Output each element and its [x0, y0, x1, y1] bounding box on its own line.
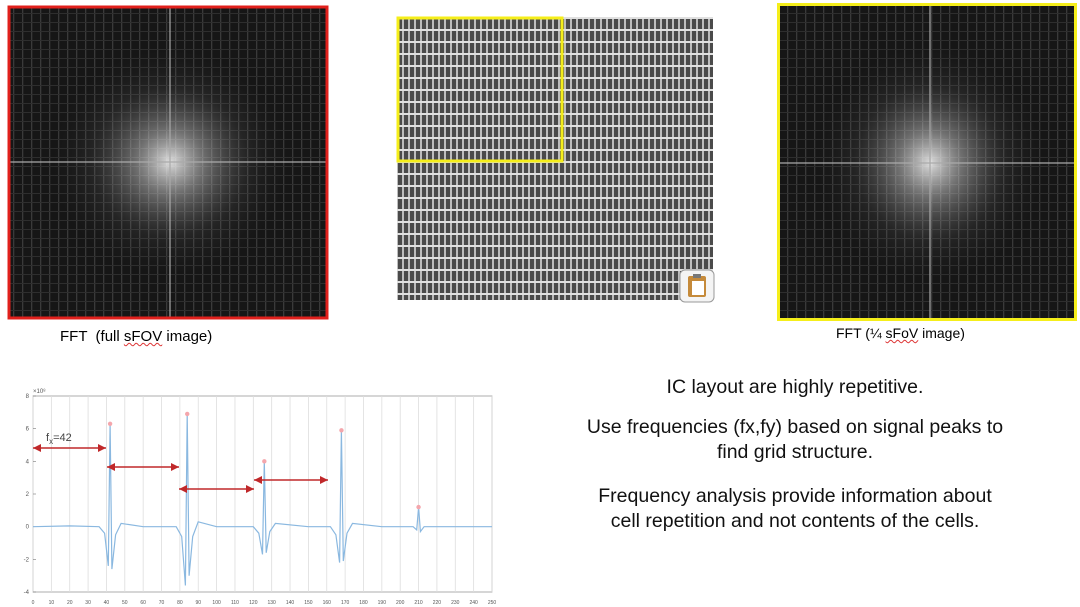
x-tick-label: 10 [49, 600, 55, 606]
period-arrows [33, 444, 328, 493]
annotation-part: =42 [53, 432, 72, 444]
y-multiplier: ×10⁸ [33, 388, 46, 395]
annotation-part: x [49, 437, 53, 446]
paragraph: Use frequencies (fx,fy) based on signal … [560, 415, 1030, 465]
ic-layout-image [396, 16, 715, 303]
y-tick-label: 2 [26, 492, 30, 498]
x-tick-label: 60 [140, 600, 146, 606]
x-tick-label: 80 [177, 600, 183, 606]
caption-text: FFT (full [60, 328, 124, 345]
fft-full-image [7, 5, 329, 320]
peak-marker [262, 459, 267, 464]
x-tick-label: 40 [104, 600, 110, 606]
peak-marker [107, 421, 113, 426]
x-tick-label: 100 [212, 600, 221, 606]
annotation: fx=42 [46, 432, 72, 446]
clipboard-icon [679, 269, 715, 303]
peak-marker [416, 504, 421, 510]
frequency-chart: 0 10 20 30 40 50 60 70 80 90 100 110 120 130 140 150 160… [24, 388, 497, 606]
x-tick-label: 250 [488, 600, 497, 606]
caption-text: sFOV [123, 328, 163, 345]
x-tick-label: 30 [85, 600, 91, 606]
x-tick-label: 110 [231, 600, 239, 606]
paragraph: Frequency analysis provide information a… [560, 484, 1030, 534]
peak-marker [339, 428, 344, 433]
x-tick-label: 200 [396, 600, 405, 606]
signal-line [32, 413, 492, 586]
annotation-part: f [46, 432, 50, 444]
x-tick-label: 140 [286, 600, 295, 606]
y-tick-label: -4 [24, 590, 30, 596]
x-tick-label: 190 [378, 600, 387, 606]
x-tick-label: 90 [195, 600, 201, 606]
y-tick-label: 4 [26, 459, 30, 465]
peak-marker [185, 411, 190, 417]
x-tick-label: 220 [433, 600, 442, 606]
caption-text: image) [918, 325, 965, 341]
fft-quarter-image [777, 3, 1077, 321]
paragraph: IC layout are highly repetitive. [560, 375, 1030, 400]
x-tick-label: 210 [414, 600, 423, 606]
y-tick-label: -2 [24, 557, 30, 563]
text-line: cell repetition and not contents of the … [610, 510, 980, 532]
caption-text: image) [162, 328, 213, 345]
text-line: Use frequencies (fx,fy) based on signal … [586, 416, 1004, 438]
x-tick-label: 230 [451, 600, 460, 606]
caption-text: FFT (¼ [836, 325, 886, 341]
x-tick-label: 150 [304, 600, 313, 606]
text-line: IC layout are highly repetitive. [666, 376, 924, 398]
x-tick-label: 130 [268, 600, 277, 606]
caption: FFT (¼ sFoV image) [836, 325, 965, 341]
y-tick-label: 6 [26, 427, 30, 433]
x-tick-label: 0 [32, 600, 35, 606]
x-tick-label: 70 [159, 600, 165, 606]
y-tick-label: 8 [26, 394, 30, 400]
text-line: find grid structure. [716, 441, 874, 463]
x-tick-label: 50 [122, 600, 128, 606]
caption: FFT (full sFOV image) [60, 328, 212, 345]
x-tick-label: 160 [323, 600, 332, 606]
x-tick-label: 120 [249, 600, 258, 606]
x-tick-label: 240 [469, 600, 478, 606]
x-tick-label: 180 [359, 600, 368, 606]
caption-text: sFoV [885, 325, 919, 341]
y-tick-label: 0 [26, 525, 30, 531]
x-tick-label: 20 [67, 600, 73, 606]
x-tick-label: 170 [341, 600, 350, 606]
text-line: Frequency analysis provide information a… [598, 485, 992, 507]
